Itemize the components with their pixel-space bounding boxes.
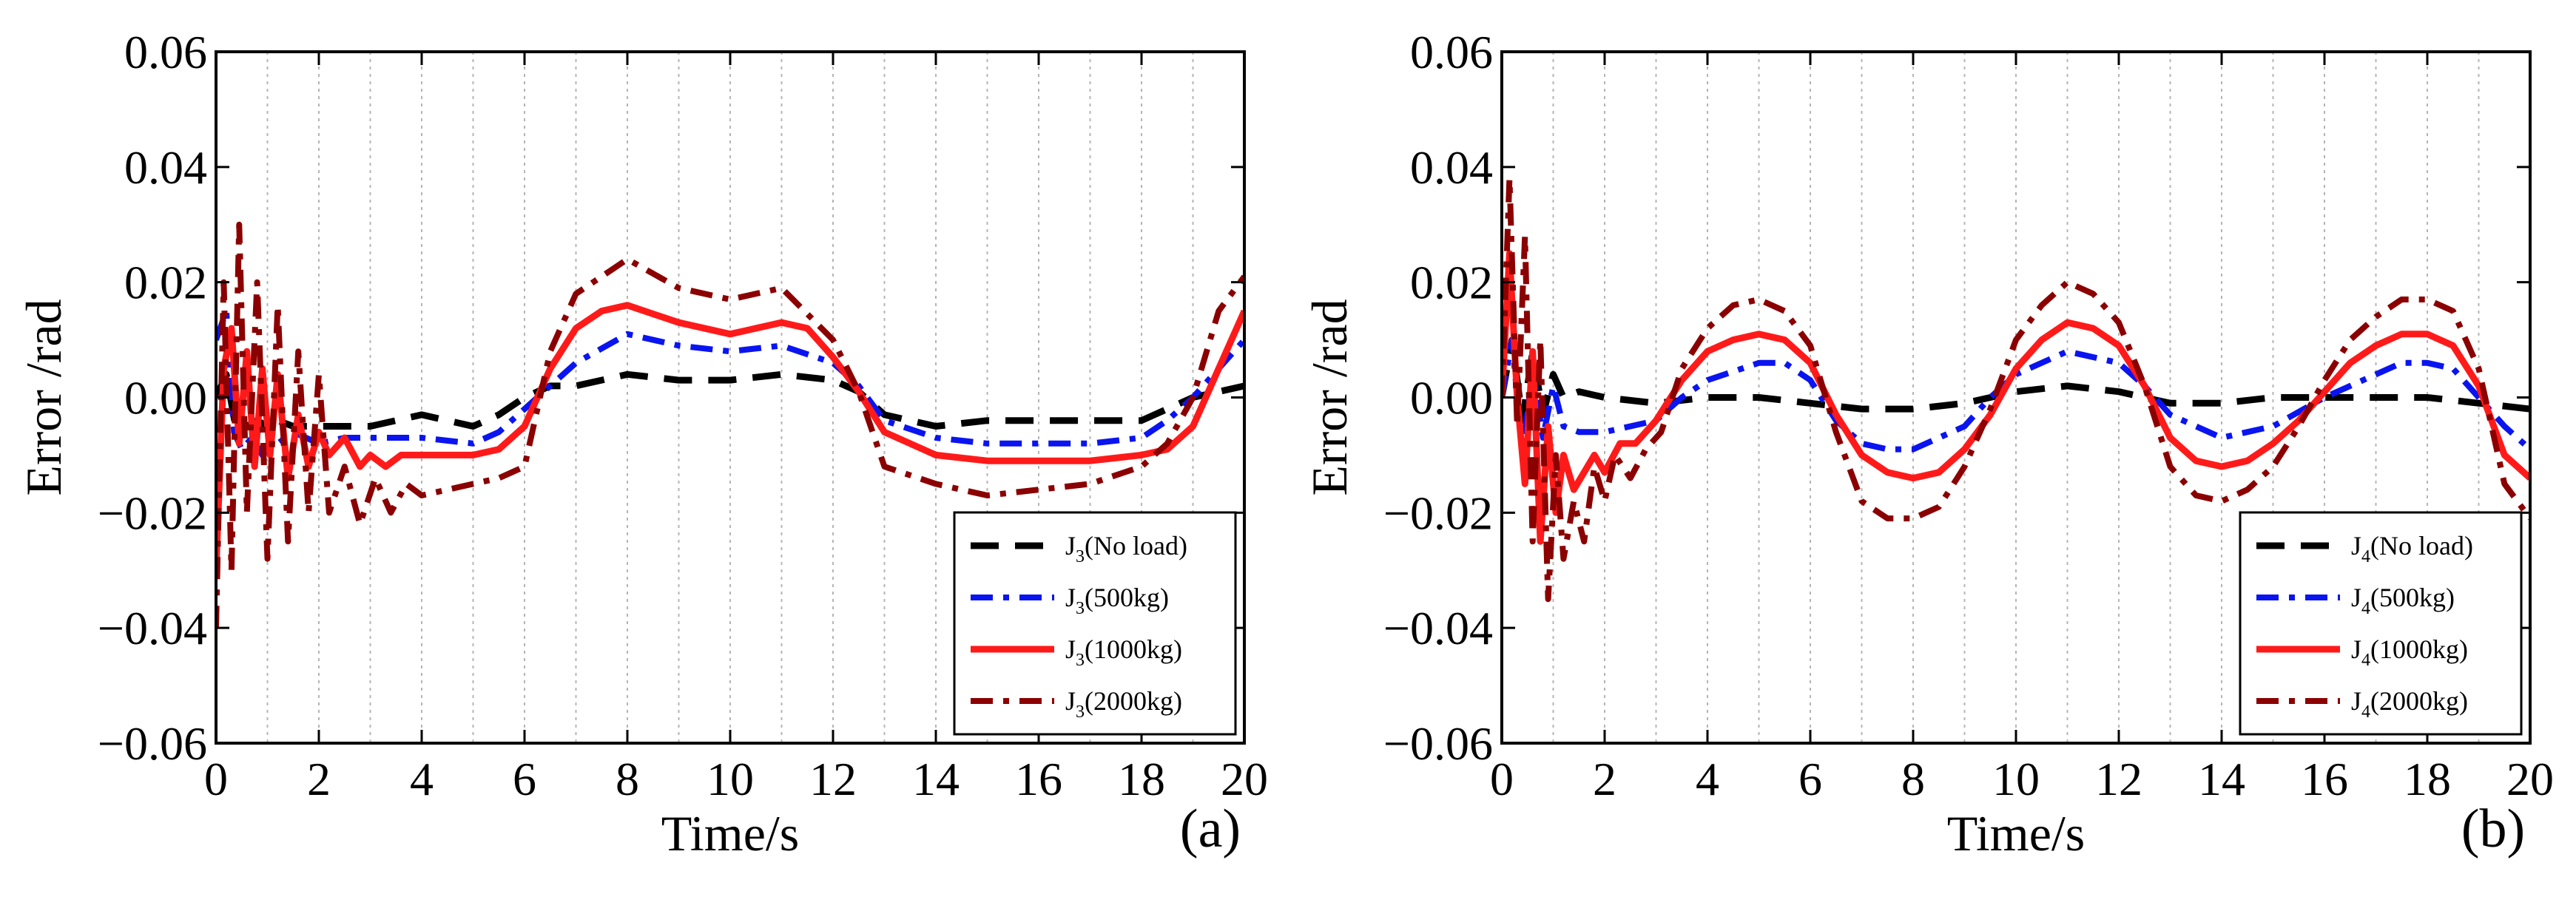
x-tick-label: 2 — [1593, 753, 1616, 805]
series-line-j3-2000kg- — [216, 221, 1244, 629]
series-line-j4-no-load- — [1502, 336, 2530, 424]
x-tick-label: 14 — [2198, 753, 2245, 805]
x-axis-label: Time/s — [1947, 805, 2085, 861]
chart-panel-a: 0 2 4 6 8 10 12 14 16 18 20 0.06 0.04 0.02 0.00 −0.02 −0… — [16, 26, 1268, 861]
y-tick-label: 0.04 — [1410, 141, 1493, 194]
x-tick-label: 4 — [410, 753, 434, 805]
legend-label: J4(1000kg) — [2351, 634, 2468, 670]
x-tick-label: 0 — [204, 753, 228, 805]
y-tick-label: 0.00 — [124, 372, 207, 424]
x-tick-label: 16 — [1015, 753, 1062, 805]
legend-box — [953, 511, 1237, 736]
y-tick-label: −0.02 — [1383, 487, 1493, 539]
x-tick-label: 8 — [616, 753, 639, 805]
y-tick-label: 0.06 — [1410, 26, 1493, 78]
x-tick-label: 10 — [707, 753, 754, 805]
x-tick-label: 0 — [1490, 753, 1514, 805]
x-tick-label: 6 — [1798, 753, 1822, 805]
y-tick-label: 0.06 — [124, 26, 207, 78]
y-tick-label: −0.06 — [1383, 717, 1493, 770]
x-tick-label: 18 — [2404, 753, 2451, 805]
x-tick-label: 18 — [1118, 753, 1165, 805]
x-tick-label: 12 — [809, 753, 857, 805]
y-axis-label: Error /rad — [1301, 299, 1358, 495]
x-tick-label: 2 — [307, 753, 331, 805]
x-axis-label: Time/s — [661, 805, 799, 861]
chart-panel-b: 0 2 4 6 8 10 12 14 16 18 20 0.06 0.04 0.02 0.00 −0.02 −0… — [1301, 26, 2554, 861]
x-tick-label: 10 — [1992, 753, 2040, 805]
y-tick-label: −0.06 — [98, 717, 207, 770]
legend: J4(No load) J4(500kg) J4(1000kg) J4(2000kg) — [2239, 511, 2523, 736]
legend-label: J4(500kg) — [2351, 583, 2455, 618]
panel-tag: (b) — [2461, 799, 2525, 859]
x-tick-label: 8 — [1901, 753, 1925, 805]
legend-label: J4(2000kg) — [2351, 686, 2468, 722]
y-tick-label: −0.04 — [98, 602, 207, 654]
x-tick-label: 12 — [2095, 753, 2142, 805]
legend: J3(No load) J3(500kg) J3(1000kg) J3(2000kg) — [953, 511, 1237, 736]
legend-label: J3(500kg) — [1065, 583, 1169, 618]
x-tick-label: 14 — [912, 753, 960, 805]
x-tick-label: 20 — [2506, 753, 2554, 805]
y-axis-label: Error /rad — [16, 299, 72, 495]
series-line-j4-500kg- — [1502, 336, 2530, 458]
series-line-j3-1000kg- — [216, 302, 1244, 571]
y-tick-label: 0.02 — [1410, 257, 1493, 309]
series-line-j4-2000kg- — [1502, 175, 2530, 603]
legend-label: J4(No load) — [2351, 531, 2473, 566]
legend-box — [2239, 511, 2523, 736]
y-tick-label: 0.04 — [124, 141, 207, 194]
legend-label: J3(2000kg) — [1065, 686, 1182, 722]
y-tick-label: −0.02 — [98, 487, 207, 539]
x-tick-label: 20 — [1221, 753, 1268, 805]
x-tick-label: 4 — [1696, 753, 1719, 805]
panel-tag: (a) — [1180, 799, 1241, 859]
x-tick-label: 16 — [2301, 753, 2348, 805]
legend-label: J3(No load) — [1065, 531, 1187, 566]
legend-label: J3(1000kg) — [1065, 634, 1182, 670]
y-tick-label: 0.02 — [124, 257, 207, 309]
y-tick-label: −0.04 — [1383, 602, 1493, 654]
series-line-j4-1000kg- — [1502, 250, 2530, 545]
y-tick-label: 0.00 — [1410, 372, 1493, 424]
x-tick-label: 6 — [513, 753, 536, 805]
